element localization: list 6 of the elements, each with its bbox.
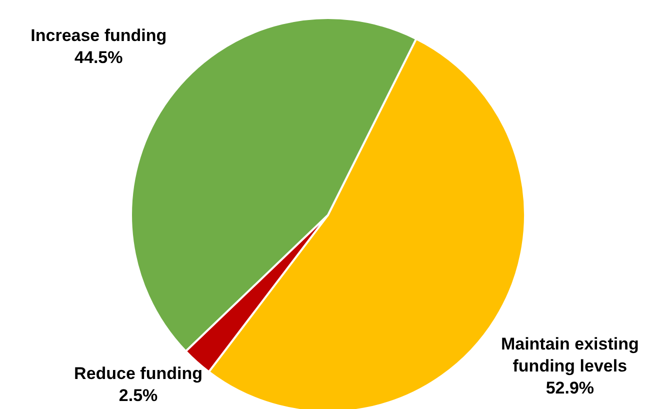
data-label: 2.5% <box>118 386 158 404</box>
data-label: 52.9% <box>546 378 594 398</box>
data-label: 44.5% <box>74 47 123 66</box>
slice-label: Maintain existing funding levels <box>500 334 639 376</box>
slice-label: Increase funding <box>30 25 167 44</box>
slice-label: Reduce funding <box>74 364 203 382</box>
